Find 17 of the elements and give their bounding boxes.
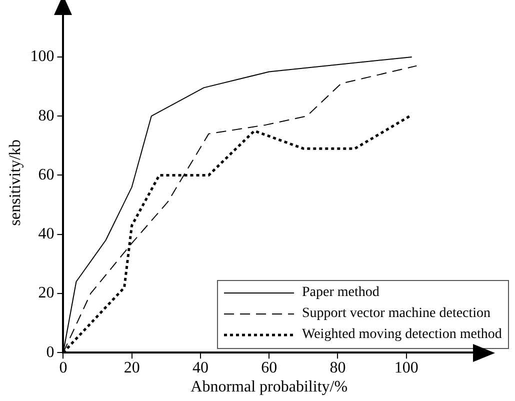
y-tick-label: 80 bbox=[38, 107, 54, 124]
legend-label: Weighted moving detection method bbox=[302, 327, 502, 344]
x-tick-label: 0 bbox=[59, 359, 68, 376]
legend-label: Paper method bbox=[302, 285, 380, 302]
x-tick-label: 60 bbox=[261, 359, 278, 376]
x-tick-label: 40 bbox=[192, 359, 208, 376]
y-tick-label: 100 bbox=[30, 48, 54, 66]
x-tick-label: 80 bbox=[330, 359, 346, 376]
x-tick-label: 20 bbox=[124, 359, 140, 376]
y-axis-title: sensitivity/kb bbox=[6, 139, 24, 226]
y-tick-label: 0 bbox=[46, 344, 54, 361]
y-tick-label: 20 bbox=[38, 284, 54, 302]
y-tick-label: 40 bbox=[38, 226, 54, 243]
y-tick-label: 60 bbox=[38, 166, 54, 184]
legend-label: Support vector machine detection bbox=[302, 306, 491, 322]
x-tick-label: 100 bbox=[394, 359, 418, 376]
x-axis-title: Abnormal probability/% bbox=[190, 378, 348, 396]
